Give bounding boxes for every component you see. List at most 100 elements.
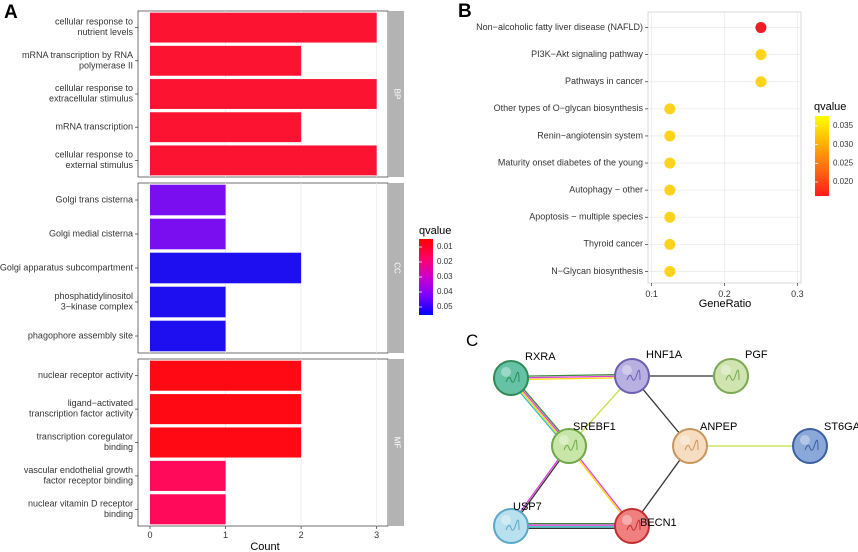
bar-label: cellular response to xyxy=(55,150,133,160)
pathway-label: Non−alcoholic fatty liver disease (NAFLD… xyxy=(476,22,643,32)
bar-label: ligand−activated xyxy=(68,398,133,408)
dot xyxy=(755,22,767,34)
pathway-label: Renin−angiotensin system xyxy=(537,130,643,140)
bar-label: polymerase II xyxy=(79,60,133,70)
facet-strip-MF xyxy=(389,359,404,526)
node-highlight xyxy=(800,435,810,445)
pathway-label: Autophagy − other xyxy=(569,185,643,195)
pathway-label: N−Glycan biosynthesis xyxy=(551,266,643,276)
pathway-label: Maturity onset diabetes of the young xyxy=(498,157,643,167)
node-highlight xyxy=(721,365,731,375)
ppi-network: RXRA HNF1A PGF SREBF1 ANPEP ST6GAL1 USP7 BECN1 xyxy=(493,349,858,544)
x-tick-label: 1 xyxy=(223,530,228,540)
bar-label: binding xyxy=(104,509,133,519)
bar xyxy=(150,79,377,109)
bar xyxy=(150,394,302,425)
node-RXRA xyxy=(493,360,529,396)
legend-tick-label: 0.03 xyxy=(437,272,453,281)
dot xyxy=(755,76,767,88)
bar xyxy=(150,45,302,76)
node-label-ANPEP: ANPEP xyxy=(700,421,737,433)
node-highlight xyxy=(622,365,632,375)
bar-label: factor receptor binding xyxy=(43,476,133,486)
node-BECN1 xyxy=(614,508,650,544)
node-label-ST6GAL1: ST6GAL1 xyxy=(824,421,858,433)
x-tick-label: 3 xyxy=(374,530,379,540)
bar-label: Golgi medial cisterna xyxy=(49,228,133,238)
bar-label: phagophore assembly site xyxy=(28,330,133,340)
protein-structure-icon xyxy=(563,439,578,451)
legend-tick-label: 0.02 xyxy=(437,257,453,266)
facet-strip-BP xyxy=(389,11,404,177)
edge-RXRA-HNF1A xyxy=(510,375,633,379)
pathway-label: Other types of O−glycan biosynthesis xyxy=(494,103,644,113)
node-label-BECN1: BECN1 xyxy=(640,517,677,529)
dot xyxy=(664,184,676,196)
dot xyxy=(755,49,767,61)
panel-label-c: C xyxy=(466,331,478,350)
bar xyxy=(150,145,377,176)
node-ST6GAL1 xyxy=(792,428,828,464)
bar-label: mRNA transcription xyxy=(55,122,133,132)
bar xyxy=(150,112,302,143)
x-tick-label: 2 xyxy=(299,530,304,540)
node-HNF1A xyxy=(614,358,650,394)
node-label-HNF1A: HNF1A xyxy=(646,349,683,361)
dot xyxy=(664,238,676,250)
dot xyxy=(664,265,676,277)
pathway-label: PI3K−Akt signaling pathway xyxy=(531,49,643,59)
node-label-PGF: PGF xyxy=(745,349,768,361)
legend-tick-label: 0.020 xyxy=(833,177,854,186)
x-tick-label: 0.1 xyxy=(645,289,658,299)
panel-label-b: B xyxy=(458,1,472,22)
bar xyxy=(150,184,226,216)
bar xyxy=(150,12,377,43)
bar-label: extracellular stimulus xyxy=(49,94,134,104)
bar-label: mRNA transcription by RNA xyxy=(22,50,133,60)
facet-strip-label: BP xyxy=(392,89,401,100)
facet-strip-CC xyxy=(389,183,404,353)
bar xyxy=(150,460,226,491)
x-tick-label: 0.3 xyxy=(791,289,804,299)
node-PGF xyxy=(713,358,749,394)
node-SREBF1 xyxy=(551,428,587,464)
pathway-label: Thyroid cancer xyxy=(583,239,643,249)
protein-structure-icon xyxy=(626,519,641,531)
legend-tick-label: 0.030 xyxy=(833,140,854,149)
bar xyxy=(150,320,226,352)
bar xyxy=(150,494,226,525)
protein-structure-icon xyxy=(505,519,520,531)
b-legend-colorbar xyxy=(815,116,829,196)
node-label-RXRA: RXRA xyxy=(525,351,556,363)
a-legend-title: qvalue xyxy=(419,225,451,237)
dot xyxy=(664,211,676,223)
bar-label: transcription coregulator xyxy=(36,432,133,442)
protein-structure-icon xyxy=(626,369,641,381)
pathway-label: Apoptosis − multiple species xyxy=(529,212,643,222)
node-USP7 xyxy=(493,508,529,544)
b-legend-title: qvalue xyxy=(814,101,846,113)
legend-tick-label: 0.05 xyxy=(437,302,453,311)
bar-label: nutrient levels xyxy=(77,27,133,37)
bar-label: binding xyxy=(104,442,133,452)
facet-strip-label: MF xyxy=(392,437,401,449)
node-highlight xyxy=(559,435,569,445)
protein-structure-icon xyxy=(505,371,520,383)
legend-tick-label: 0.04 xyxy=(437,287,453,296)
legend-tick-label: 0.035 xyxy=(833,121,854,130)
protein-structure-icon xyxy=(804,439,819,451)
bar-label: transcription factor activity xyxy=(29,409,134,419)
node-highlight xyxy=(680,435,690,445)
bar-label: nuclear vitamin D receptor xyxy=(28,498,133,508)
node-ANPEP xyxy=(672,428,708,464)
node-label-SREBF1: SREBF1 xyxy=(573,421,616,433)
bar-label: Golgi apparatus subcompartment xyxy=(0,262,133,272)
facet-strip-label: CC xyxy=(392,262,401,274)
protein-structure-icon xyxy=(684,439,699,451)
dot xyxy=(664,157,676,169)
edge-RXRA-HNF1A xyxy=(511,376,633,381)
bar-label: cellular response to xyxy=(55,83,133,93)
legend-tick-label: 0.025 xyxy=(833,158,854,167)
